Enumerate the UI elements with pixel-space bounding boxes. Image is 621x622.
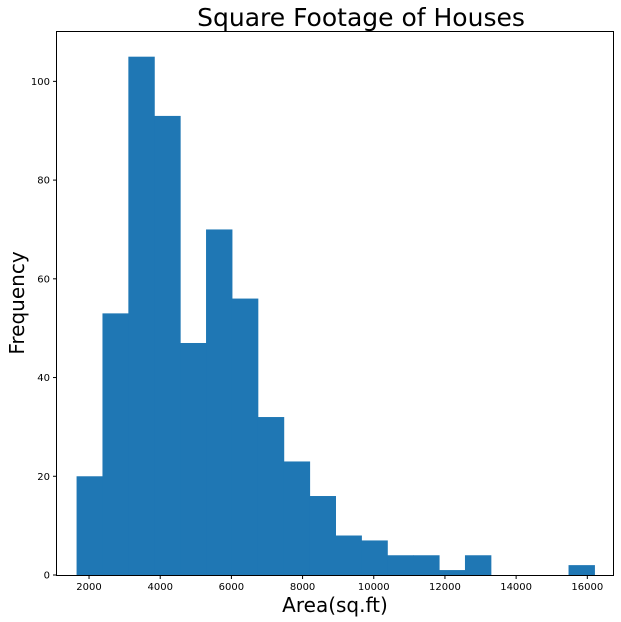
bars-group: [76, 56, 595, 576]
x-axis-ticks: 2000 4000 6000 8000 10000 12000 14000 16000: [76, 575, 603, 593]
x-tick-label: 10000: [358, 582, 390, 593]
y-tick-label: 80: [37, 176, 50, 187]
x-tick-label: 12000: [429, 582, 461, 593]
histogram-bar: [154, 115, 181, 575]
y-axis-label: Frequency: [5, 251, 29, 354]
y-tick-label: 20: [37, 472, 50, 483]
y-tick-label: 0: [44, 571, 50, 582]
histogram-bar: [361, 540, 388, 575]
x-tick-label: 4000: [147, 582, 172, 593]
chart-title: Square Footage of Houses: [197, 3, 525, 32]
x-tick-label: 8000: [290, 582, 315, 593]
plot-frame: [56, 31, 614, 576]
histogram-bar: [464, 555, 492, 575]
y-tick-label: 60: [37, 274, 50, 285]
x-tick-label: 16000: [571, 582, 603, 593]
histogram-bar: [128, 56, 155, 575]
histogram-bar: [102, 313, 129, 575]
histogram-bar: [335, 535, 362, 575]
histogram-bar: [206, 229, 233, 576]
histogram-bar: [180, 342, 207, 575]
histogram-bar: [568, 565, 595, 575]
y-tick-label: 40: [37, 373, 50, 384]
histogram-bar: [231, 298, 259, 575]
x-tick-label: 6000: [219, 582, 244, 593]
histogram-bar: [387, 555, 414, 575]
histogram-bar: [76, 476, 103, 575]
histogram-bar: [283, 461, 311, 575]
y-tick-label: 100: [31, 77, 50, 88]
histogram-bar: [257, 417, 285, 575]
x-tick-label: 2000: [76, 582, 101, 593]
histogram-bar: [439, 570, 466, 575]
y-axis-ticks: 0 20 40 60 80 100: [31, 77, 57, 582]
histogram-bar: [413, 555, 440, 575]
x-tick-label: 14000: [500, 582, 532, 593]
histogram-bar: [309, 496, 336, 575]
x-axis-label: Area(sq.ft): [282, 593, 388, 617]
